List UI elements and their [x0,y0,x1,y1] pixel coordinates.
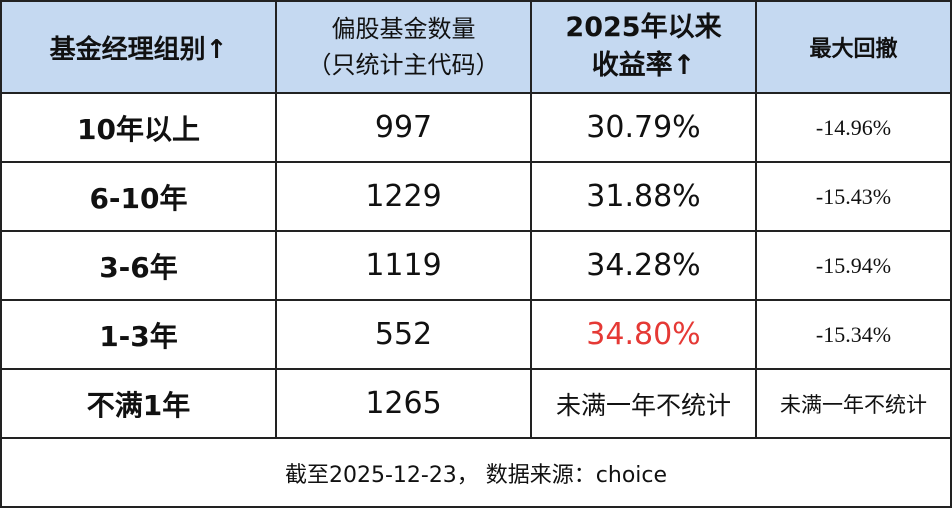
header-manager-group: 基金经理组别↑ [0,0,277,94]
header-fund-count-line2: （只统计主代码） [307,51,500,79]
cell-group: 不满1年 [0,368,277,439]
cell-group: 3-6年 [0,230,277,301]
header-max-drawdown: 最大回撤 [755,0,952,94]
cell-max-drawdown: -15.94% [755,230,952,301]
header-ytd-return: 2025年以来 收益率↑ [530,0,757,94]
cell-fund-count: 997 [275,92,532,163]
cell-fund-count: 1119 [275,230,532,301]
cell-fund-count: 552 [275,299,532,370]
cell-fund-count: 1229 [275,161,532,232]
cell-max-drawdown: -15.34% [755,299,952,370]
cell-ytd-return-highlighted: 34.80% [530,299,757,370]
cell-group: 6-10年 [0,161,277,232]
footer-row: 截至2025-12-23， 数据来源：choice [0,437,952,508]
table-row: 1-3年 552 34.80% -15.34% [0,299,952,370]
cell-ytd-return: 30.79% [530,92,757,163]
source-note: 截至2025-12-23， 数据来源：choice [0,437,952,508]
cell-ytd-return: 31.88% [530,161,757,232]
header-row: 基金经理组别↑ 偏股基金数量 （只统计主代码） 2025年以来 收益率↑ 最大回… [0,0,952,94]
header-ytd-return-line2: 收益率↑ [591,50,696,81]
table-row: 6-10年 1229 31.88% -15.43% [0,161,952,232]
table-row: 不满1年 1265 未满一年不统计 未满一年不统计 [0,368,952,439]
header-manager-group-label: 基金经理组别↑ [49,34,228,65]
cell-ytd-return: 未满一年不统计 [530,368,757,439]
header-fund-count-line1: 偏股基金数量 [331,15,476,43]
table-row: 3-6年 1119 34.28% -15.94% [0,230,952,301]
header-max-drawdown-label: 最大回撤 [809,37,898,62]
cell-ytd-return: 34.28% [530,230,757,301]
table-row: 10年以上 997 30.79% -14.96% [0,92,952,163]
header-ytd-return-line1: 2025年以来 [565,12,722,43]
cell-group: 1-3年 [0,299,277,370]
cell-group: 10年以上 [0,92,277,163]
cell-fund-count: 1265 [275,368,532,439]
cell-max-drawdown: 未满一年不统计 [755,368,952,439]
header-fund-count: 偏股基金数量 （只统计主代码） [275,0,532,94]
cell-max-drawdown: -15.43% [755,161,952,232]
cell-max-drawdown: -14.96% [755,92,952,163]
